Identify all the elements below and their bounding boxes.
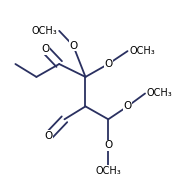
Text: OCH₃: OCH₃	[32, 26, 57, 36]
Text: O: O	[123, 101, 132, 111]
Text: O: O	[69, 41, 77, 51]
Text: O: O	[104, 59, 112, 69]
Text: OCH₃: OCH₃	[95, 166, 121, 176]
Text: O: O	[45, 131, 53, 141]
Text: O: O	[104, 140, 112, 150]
Text: O: O	[41, 44, 49, 54]
Text: OCH₃: OCH₃	[129, 46, 155, 56]
Text: OCH₃: OCH₃	[147, 88, 173, 99]
